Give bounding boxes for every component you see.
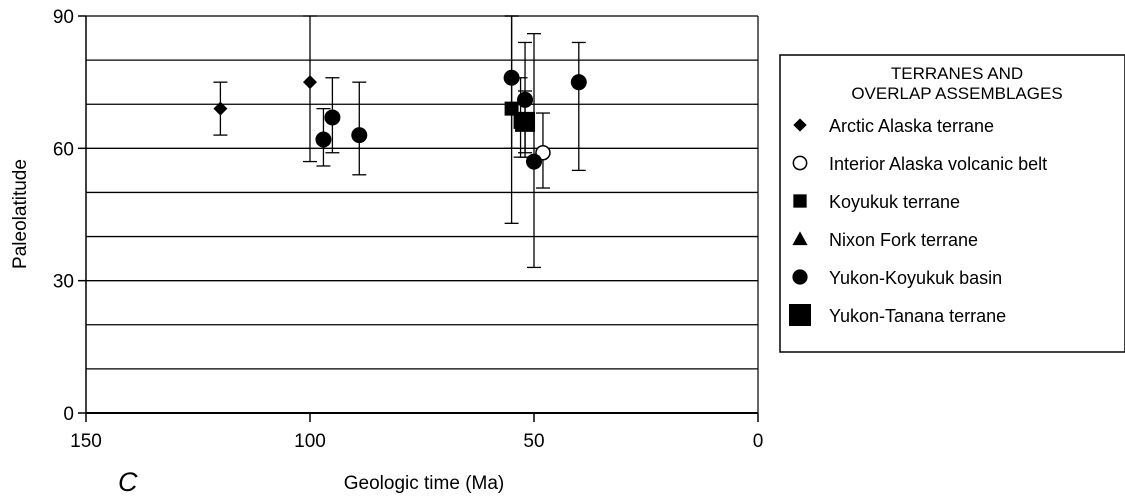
- legend-entry-label: Arctic Alaska terrane: [829, 116, 994, 136]
- filled-circle-marker: [503, 69, 520, 86]
- diamond-marker: [303, 75, 317, 90]
- x-tick-label: 150: [70, 431, 102, 452]
- filled-circle-marker: [570, 74, 587, 91]
- y-axis-title: Paleolatitude: [10, 159, 31, 269]
- y-tick-label: 60: [53, 139, 74, 160]
- legend-entry-label: Yukon-Koyukuk basin: [829, 268, 1002, 288]
- legend-entry-label: Interior Alaska volcanic belt: [829, 154, 1047, 174]
- legend-entry: Interior Alaska volcanic belt: [792, 154, 1047, 174]
- big-square-marker: [789, 304, 811, 326]
- diamond-marker: [213, 101, 228, 116]
- legend-title-line-1: TERRANES AND: [891, 64, 1023, 83]
- big-square-marker: [515, 111, 536, 132]
- filled-circle-marker: [324, 109, 341, 126]
- x-axis-title: Geologic time (Ma): [344, 473, 505, 494]
- legend-entry: Arctic Alaska terrane: [793, 116, 994, 136]
- legend-entry: Yukon-Koyukuk basin: [792, 268, 1002, 288]
- triangle-marker: [792, 231, 808, 246]
- legend-entry-label: Koyukuk terrane: [829, 192, 960, 212]
- filled-circle-marker: [526, 153, 542, 170]
- x-tick-label: 100: [294, 431, 326, 452]
- gridlines: [86, 15, 758, 370]
- x-tick-label: 0: [753, 431, 764, 452]
- legend-box: [779, 54, 1125, 353]
- filled-circle-marker: [351, 127, 368, 144]
- open-circle-marker: [792, 155, 808, 171]
- square-marker: [793, 194, 807, 208]
- legend-items: Arctic Alaska terrane Interior Alaska vol…: [789, 116, 1047, 326]
- legend-entry: Yukon-Tanana terrane: [789, 304, 1006, 326]
- filled-circle-marker: [792, 269, 808, 285]
- legend-entry-label: Yukon-Tanana terrane: [829, 306, 1006, 326]
- legend-entry: Nixon Fork terrane: [792, 230, 978, 250]
- y-tick-label: 30: [53, 272, 74, 293]
- marker-layer: [213, 69, 587, 170]
- panel-label: C: [118, 467, 138, 497]
- y-tick-label: 0: [63, 404, 74, 425]
- legend-title-line-2: OVERLAP ASSEMBLAGES: [851, 84, 1062, 103]
- y-tick-label: 90: [53, 7, 74, 28]
- axes: 0 30 60 90 150 100 50 0: [53, 7, 763, 452]
- legend-entry-label: Nixon Fork terrane: [829, 230, 978, 250]
- filled-circle-marker: [315, 131, 332, 148]
- legend: TERRANES AND OVERLAP ASSEMBLAGES Arctic …: [779, 54, 1125, 353]
- filled-circle-marker: [517, 91, 534, 108]
- legend-entry: Koyukuk terrane: [793, 192, 960, 212]
- diamond-marker: [793, 118, 807, 132]
- plot-area: [213, 15, 587, 269]
- x-tick-label: 50: [523, 431, 544, 452]
